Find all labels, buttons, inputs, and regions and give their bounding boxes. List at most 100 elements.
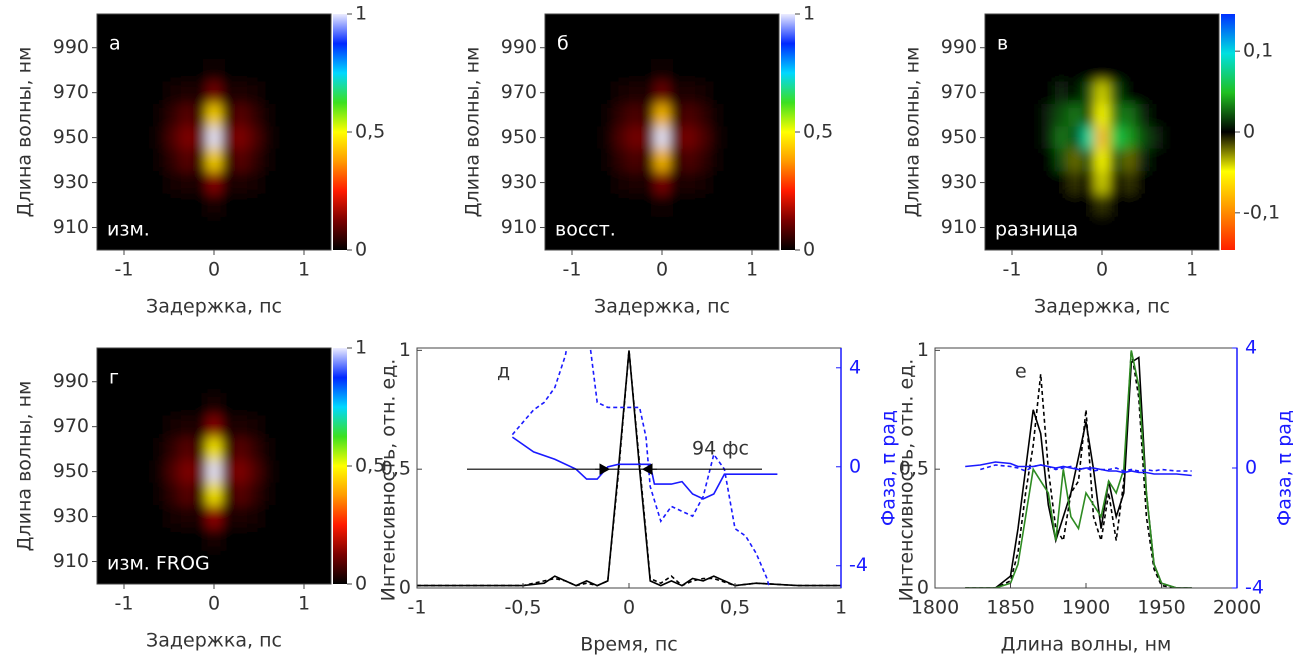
heatmap-cell — [180, 482, 195, 506]
heatmap-cell — [601, 126, 616, 150]
panel-label: изм. — [107, 219, 150, 241]
heatmap-cell — [166, 171, 181, 195]
heatmap-cell — [193, 103, 208, 127]
heatmap-cell — [1135, 81, 1150, 105]
heatmap-cell — [247, 126, 262, 150]
y-tick-label: 970 — [53, 81, 89, 103]
y-tick-label: 910 — [53, 550, 89, 572]
plot-frame — [416, 347, 842, 589]
heatmap-cell — [207, 126, 222, 150]
panel-label: разница — [995, 219, 1078, 241]
heatmap-cell — [1068, 126, 1083, 150]
x-tick-label: -1 — [115, 259, 134, 281]
panel-letter: а — [109, 33, 121, 55]
heatmap-cell — [247, 392, 262, 416]
series-line — [965, 461, 1192, 477]
heatmap-cell — [641, 58, 656, 82]
heatmap-cell — [601, 58, 616, 82]
heatmap-cell — [207, 81, 222, 105]
colorbar-tick-label: 0,5 — [803, 121, 833, 143]
heatmap-cell — [234, 437, 249, 461]
heatmap-cell — [193, 193, 208, 217]
heatmap-cell — [1068, 148, 1083, 172]
colorbar-tick-label: -0,1 — [1243, 201, 1280, 223]
heatmap-cell — [682, 58, 697, 82]
heatmap-cell — [614, 171, 629, 195]
x-tick-label: 1 — [1186, 259, 1198, 281]
heatmap-cell — [682, 126, 697, 150]
y2-tick-label: 0 — [1245, 457, 1257, 479]
series-line — [417, 350, 841, 587]
heatmap-cell — [166, 193, 181, 217]
heatmap-cell — [261, 81, 276, 105]
heatmap-cell — [1135, 58, 1150, 82]
heatmap-cells — [153, 392, 276, 551]
heatmap-cell — [709, 193, 724, 217]
heatmap-cell — [220, 482, 235, 506]
panel-letter: в — [997, 33, 1008, 55]
heatmap — [153, 58, 276, 217]
x-tick-label: 1900 — [1062, 597, 1110, 619]
x-tick-label: -1 — [1003, 259, 1022, 281]
heatmap-cell — [1054, 193, 1069, 217]
heatmap-cell — [261, 527, 276, 551]
heatmap-cell — [1054, 81, 1069, 105]
y-tick-label: 910 — [53, 216, 89, 238]
heatmap-cell — [682, 171, 697, 195]
heatmap-cell — [1041, 148, 1056, 172]
heatmap-cell — [220, 505, 235, 529]
heatmap-cells — [1041, 58, 1164, 217]
heatmap-cell — [628, 81, 643, 105]
heatmap-cell — [180, 126, 195, 150]
heatmap-cell — [1068, 58, 1083, 82]
plot-area — [965, 350, 1192, 588]
heatmap-cell — [153, 527, 168, 551]
heatmap-cell — [220, 437, 235, 461]
colorbar-tick-label: 0 — [803, 239, 815, 261]
y-tick-label: 1 — [399, 339, 411, 361]
y-axis-label: Интенсивность, отн. ед. — [896, 359, 918, 602]
heatmap-cell — [261, 437, 276, 461]
heatmap-cell — [220, 171, 235, 195]
heatmap-cell — [234, 527, 249, 551]
annotation: 94 фс — [692, 438, 749, 460]
heatmap-cell — [247, 58, 262, 82]
heatmap-cell — [261, 392, 276, 416]
heatmap-cell — [207, 103, 222, 127]
heatmap-cell — [166, 460, 181, 484]
y-tick-label: 1 — [917, 339, 929, 361]
heatmap-cell — [261, 148, 276, 172]
heatmap-cell — [247, 148, 262, 172]
heatmap-cell — [641, 126, 656, 150]
heatmap-cell — [153, 482, 168, 506]
colorbar — [1221, 14, 1235, 250]
heatmap-cell — [220, 392, 235, 416]
heatmap-cell — [1135, 193, 1150, 217]
heatmap-cell — [709, 148, 724, 172]
y2-axis-label: Фаза, π рад — [1274, 410, 1293, 526]
heatmap-cell — [1095, 58, 1110, 82]
heatmap-cell — [1108, 58, 1123, 82]
fwhm-arrow — [595, 463, 611, 476]
heatmap-cell — [655, 58, 670, 82]
heatmap-cell — [668, 171, 683, 195]
heatmap-cell — [628, 126, 643, 150]
heatmap-cell — [153, 415, 168, 439]
heatmap-cell — [207, 193, 222, 217]
heatmap-cell — [166, 437, 181, 461]
heatmap-cell — [261, 58, 276, 82]
heatmap-cell — [1149, 58, 1164, 82]
heatmap-cell — [655, 126, 670, 150]
heatmap-cell — [234, 460, 249, 484]
heatmap-cell — [1081, 171, 1096, 195]
heatmap-cell — [193, 527, 208, 551]
heatmap-cell — [234, 171, 249, 195]
heatmap-cell — [601, 193, 616, 217]
heatmap-cell — [193, 482, 208, 506]
heatmap-cell — [1149, 81, 1164, 105]
y-tick-label: 950 — [53, 460, 89, 482]
y2-axis-label: Фаза, π рад — [878, 410, 900, 526]
heatmap-cell — [166, 392, 181, 416]
x-tick-label: 1850 — [986, 597, 1034, 619]
heatmap-cell — [628, 193, 643, 217]
